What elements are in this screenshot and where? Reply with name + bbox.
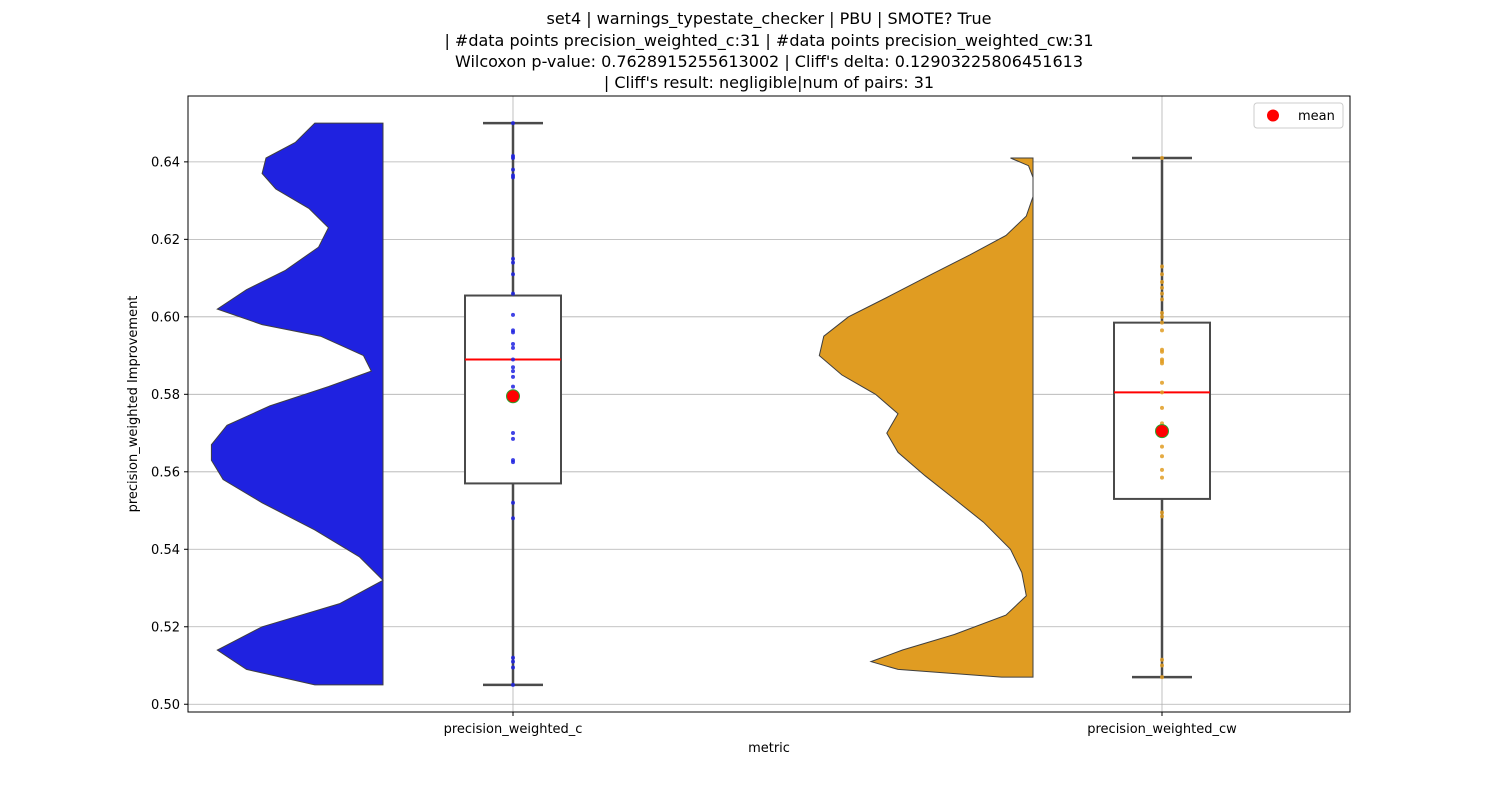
violin-c (210, 122, 384, 686)
mean-markers (506, 389, 1169, 439)
point-c-14 (511, 365, 515, 370)
point-c-22 (511, 272, 515, 277)
legend-box (1253, 102, 1344, 129)
point-cw-19 (1160, 328, 1164, 333)
legend: mean (1253, 102, 1344, 129)
point-c-27 (511, 167, 515, 172)
y-tick-label-3: 0.56 (151, 465, 180, 480)
point-c-8 (511, 436, 515, 441)
point-cw-11 (1160, 405, 1164, 410)
x-axis-label: metric (748, 741, 790, 756)
point-cw-27 (1160, 272, 1164, 277)
y-tick-label-0: 0.50 (151, 698, 180, 713)
x-axis-ticks: precision_weighted_c precision_weighted_c… (444, 712, 1237, 737)
point-c-23 (511, 260, 515, 265)
y-tick-label-2: 0.54 (151, 543, 180, 558)
point-cw-7 (1160, 444, 1164, 449)
point-c-13 (511, 369, 515, 374)
point-cw-25 (1160, 285, 1164, 290)
point-c-17 (511, 341, 515, 346)
point-cw-3 (1160, 514, 1164, 519)
point-c-19 (511, 328, 515, 333)
point-cw-6 (1160, 454, 1164, 459)
point-c-30 (511, 121, 515, 126)
point-cw-4 (1160, 475, 1164, 480)
boxplots (464, 121, 1211, 687)
point-c-4 (511, 516, 515, 521)
mean-marker-cw (1155, 424, 1169, 439)
y-tick-label-7: 0.64 (151, 155, 180, 170)
point-c-1 (511, 665, 515, 670)
point-cw-30 (1160, 510, 1164, 515)
point-c-5 (511, 500, 515, 505)
point-cw-29 (1160, 155, 1164, 160)
point-cw-23 (1160, 297, 1164, 302)
y-axis-ticks: 0.50 0.52 0.54 0.56 0.58 0.60 0.62 0.64 (151, 155, 188, 713)
y-tick-label-1: 0.52 (151, 620, 180, 635)
point-c-3 (511, 655, 515, 660)
point-cw-13 (1160, 380, 1164, 385)
title-line-1: set4 | warnings_typestate_checker | PBU … (546, 9, 991, 29)
point-c-0 (511, 682, 515, 687)
point-cw-0 (1160, 675, 1164, 680)
point-cw-22 (1160, 310, 1164, 315)
y-tick-label-4: 0.58 (151, 388, 180, 403)
title-line-4: | Cliff's result: negligible|num of pair… (604, 73, 934, 92)
point-cw-16 (1160, 357, 1164, 362)
point-cw-24 (1160, 291, 1164, 296)
point-cw-28 (1160, 264, 1164, 269)
point-c-15 (511, 357, 515, 362)
point-cw-18 (1160, 347, 1164, 352)
point-c-20 (511, 312, 515, 317)
point-cw-26 (1160, 279, 1164, 284)
title-line-2: | #data points precision_weighted_c:31 |… (444, 31, 1093, 51)
legend-mean-label: mean (1298, 109, 1335, 124)
point-c-12 (511, 374, 515, 379)
plot-frame (187, 95, 1351, 713)
mean-marker-c (506, 389, 520, 404)
x-tick-label-1: precision_weighted_cw (1087, 722, 1237, 737)
point-c-11 (511, 384, 515, 389)
x-tick-label-0: precision_weighted_c (444, 722, 583, 737)
violins (210, 122, 1034, 686)
y-tick-label-5: 0.60 (151, 310, 180, 325)
point-c-9 (511, 431, 515, 436)
y-tick-label-6: 0.62 (151, 233, 180, 248)
point-c-29 (511, 154, 515, 159)
chart-title: set4 | warnings_typestate_checker | PBU … (444, 9, 1093, 92)
title-line-3: Wilcoxon p-value: 0.7628915255613002 | C… (455, 52, 1083, 71)
point-c-21 (511, 291, 515, 296)
y-axis-label: precision_weighted Improvement (126, 296, 141, 513)
point-cw-20 (1160, 320, 1164, 325)
point-cw-1 (1160, 663, 1164, 668)
data-points (511, 121, 1164, 687)
point-c-16 (511, 345, 515, 350)
point-cw-5 (1160, 467, 1164, 472)
point-c-2 (511, 659, 515, 664)
point-cw-12 (1160, 390, 1164, 395)
point-cw-21 (1160, 314, 1164, 319)
point-c-24 (511, 256, 515, 261)
point-cw-2 (1160, 657, 1164, 662)
legend-mean-marker (1267, 109, 1279, 122)
violin-cw (818, 157, 1034, 678)
point-c-7 (511, 458, 515, 463)
point-c-26 (511, 173, 515, 178)
